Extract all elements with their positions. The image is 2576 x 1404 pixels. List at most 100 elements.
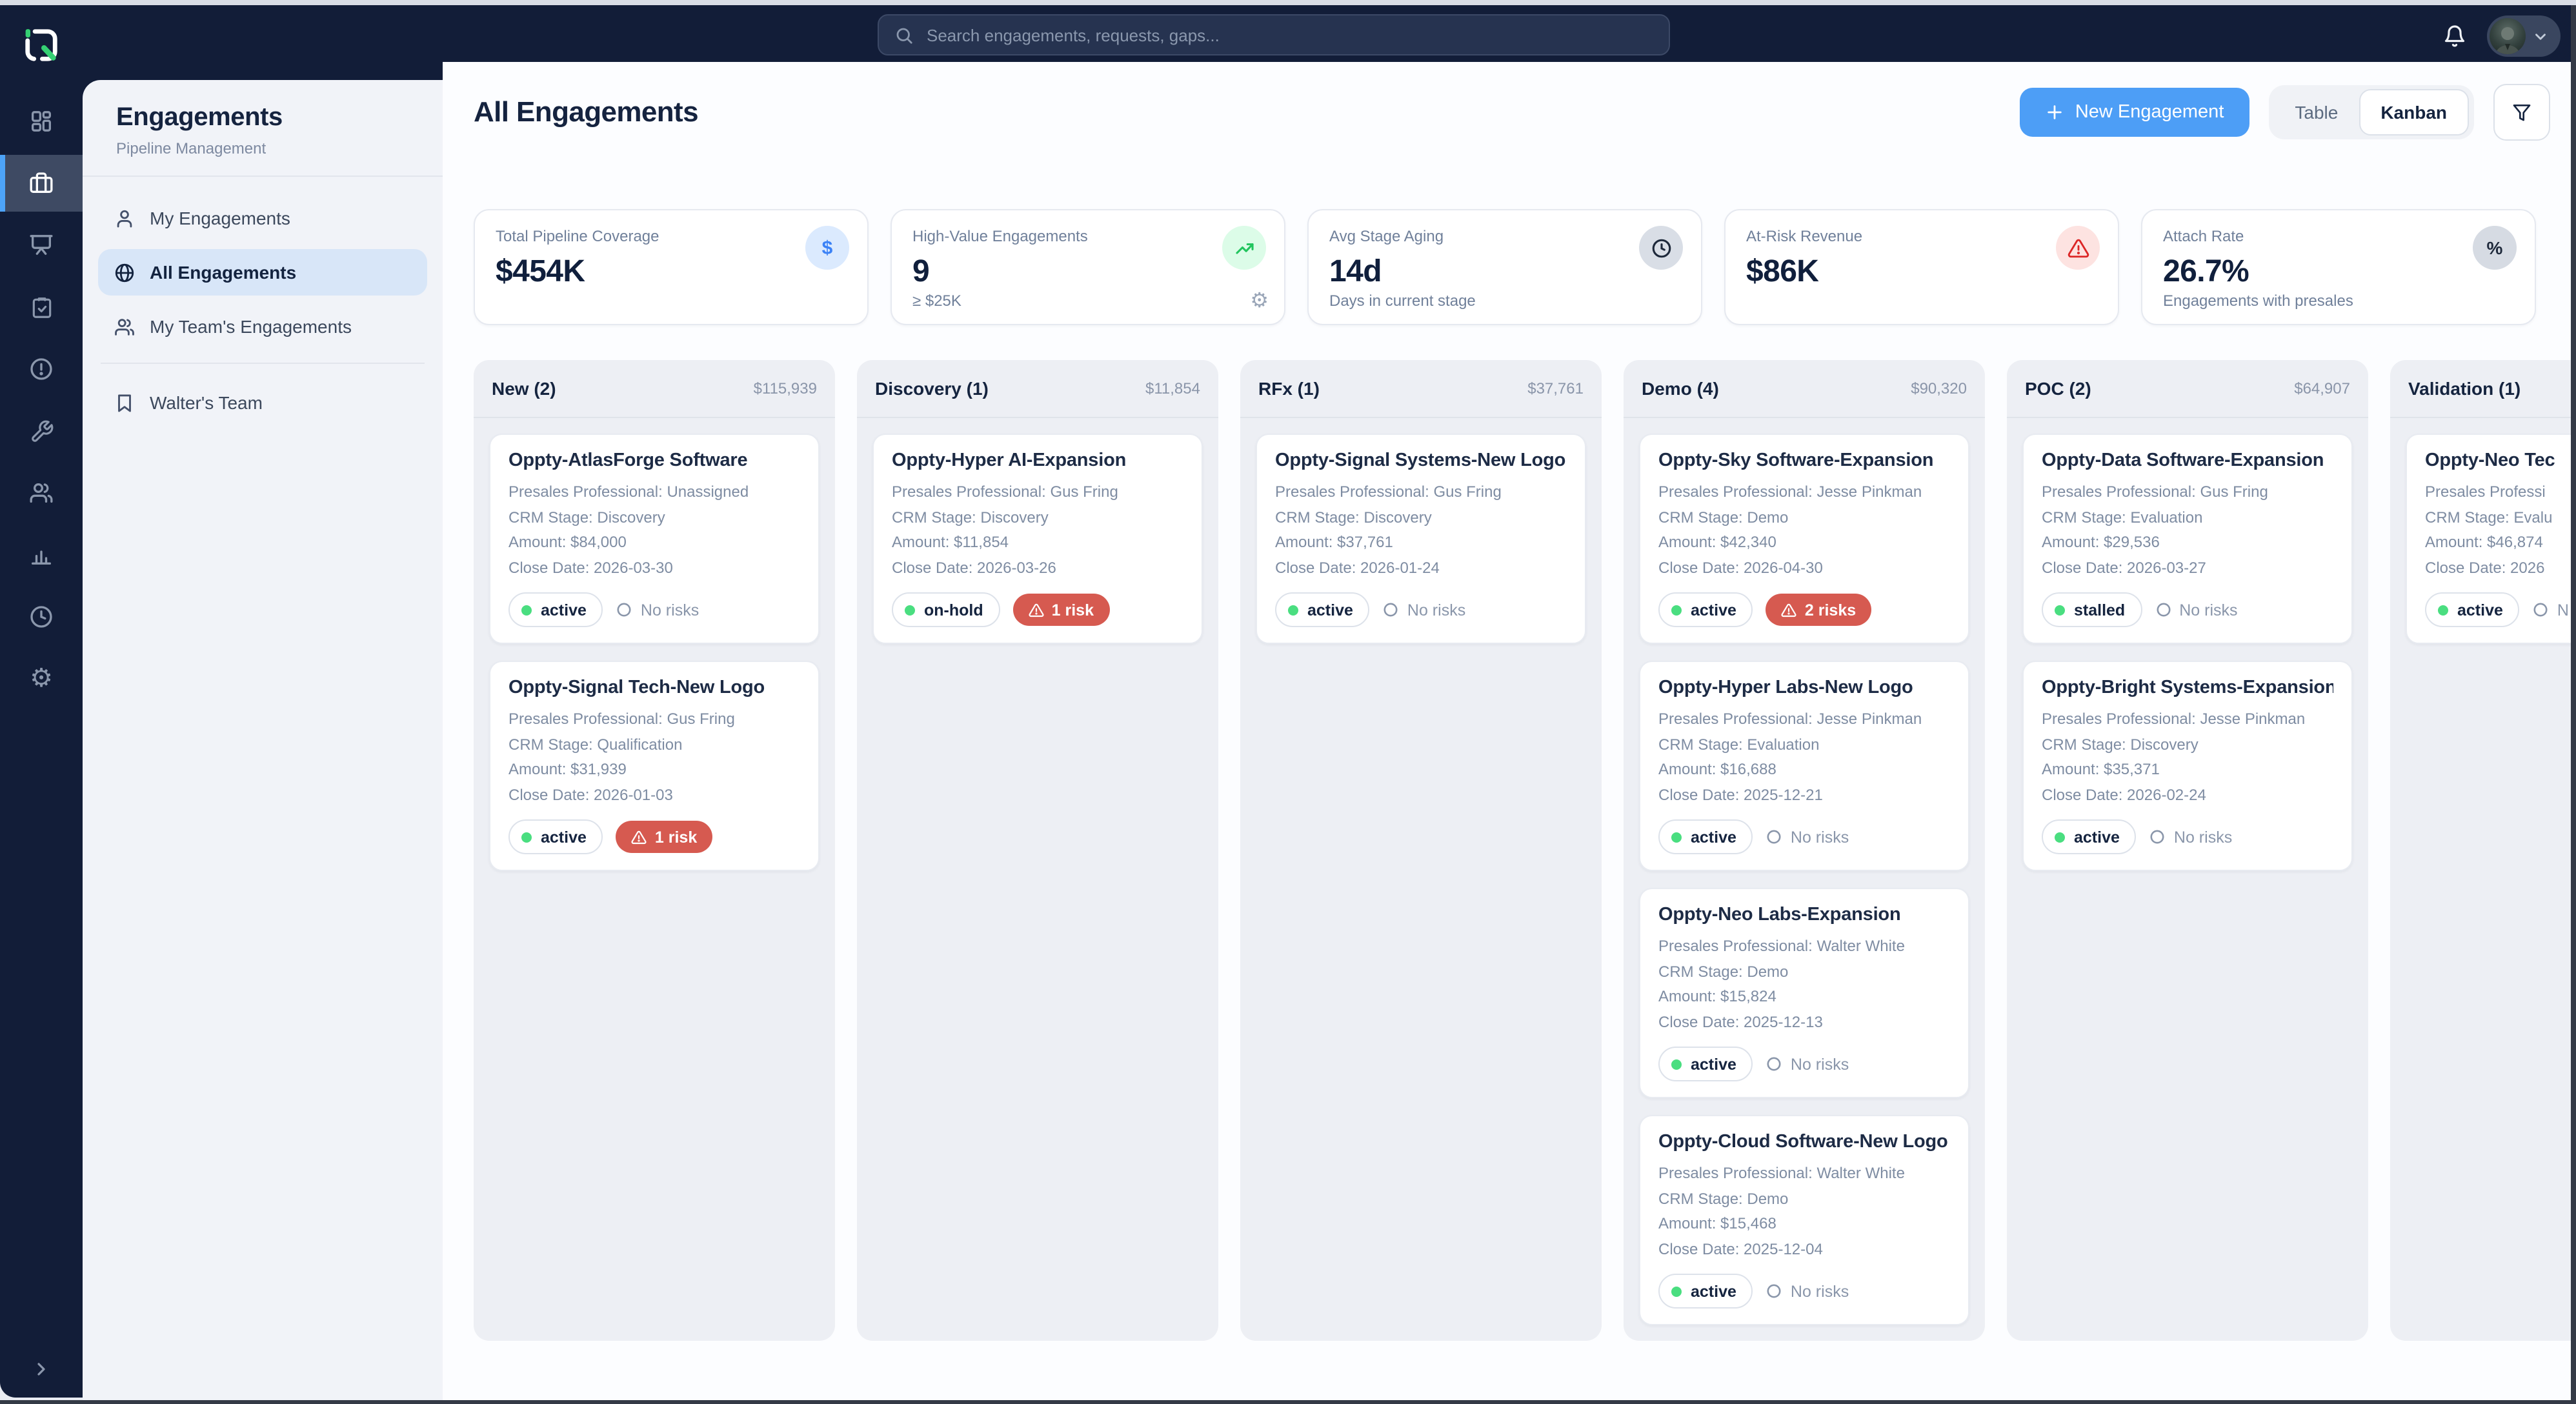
rail-item-settings[interactable]: ⚙ [0,650,83,707]
engagement-card[interactable]: Oppty-Cloud Software-New Logo Presales P… [1639,1115,1969,1325]
stat-sublabel: ≥ $25K [912,292,961,310]
card-amount: Amount: $42,340 [1658,533,1776,551]
engagement-card[interactable]: Oppty-Neo Tec Presales Professi CRM Stag… [2406,434,2576,644]
status-dot-icon [2055,605,2065,615]
card-title: Oppty-Cloud Software-New Logo [1658,1132,1948,1152]
column-title: POC (2) [2025,378,2091,399]
rail-item-team[interactable] [0,465,83,521]
status-badge: active [1658,1274,1753,1309]
view-toggle: Table Kanban [2269,85,2474,139]
column-amount: $64,907 [2294,379,2350,397]
engagement-card[interactable]: Oppty-Signal Tech-New Logo Presales Prof… [489,661,820,871]
rail-item-alerts[interactable] [0,341,83,397]
card-presales: Presales Professional: Gus Fring [1275,483,1502,501]
engagement-card[interactable]: Oppty-Neo Labs-Expansion Presales Profes… [1639,888,1969,1098]
stat-label: Attach Rate [2163,227,2244,245]
engagement-card[interactable]: Oppty-Hyper AI-Expansion Presales Profes… [872,434,1203,644]
card-title: Oppty-Hyper AI-Expansion [892,450,1127,471]
presentation-icon [28,232,54,258]
bell-icon[interactable] [2443,25,2466,48]
sidebar-collapse-button[interactable] [0,1359,83,1379]
column-divider [1624,417,1985,418]
sidebar-item-walters-team[interactable]: Walter's Team [98,379,427,426]
card-amount: Amount: $15,468 [1658,1214,1776,1232]
kanban-column-discovery: Discovery (1) $11,854 Oppty-Hyper AI-Exp… [857,360,1218,1341]
stat-settings-gear-icon[interactable]: ⚙ [1250,290,1269,312]
rail-item-tasks[interactable] [0,279,83,336]
alert-circle-icon [28,356,54,382]
engagement-card[interactable]: Oppty-Hyper Labs-New Logo Presales Profe… [1639,661,1969,871]
top-bar [0,5,2576,62]
risk-indicator: No risks [1383,601,1465,619]
card-close-date: Close Date: 2026-03-26 [892,558,1056,576]
rail-item-analytics[interactable] [0,526,83,583]
status-badge: active [1658,592,1753,627]
sidebar-item-my-teams-engagements[interactable]: My Team's Engagements [98,303,427,350]
new-engagement-button[interactable]: New Engagement [2019,88,2250,137]
user-menu[interactable] [2487,15,2561,57]
rail-item-tools[interactable] [0,403,83,459]
card-presales: Presales Professional: Gus Fring [2042,483,2268,501]
engagement-card[interactable]: Oppty-Data Software-Expansion Presales P… [2022,434,2353,644]
window-right-edge [2571,5,2576,1404]
icon-rail: ⚙ [0,5,83,1398]
sidebar-item-all-engagements[interactable]: All Engagements [98,249,427,296]
engagement-card[interactable]: Oppty-Signal Systems-New Logo Presales P… [1256,434,1586,644]
card-crm-stage: CRM Stage: Discovery [1275,508,1432,526]
kanban-column-validation: Validation (1) Oppty-Neo Tec Presales Pr… [2390,360,2576,1341]
card-title: Oppty-Neo Labs-Expansion [1658,905,1901,925]
card-close-date: Close Date: 2026 [2425,558,2545,576]
users-icon [28,480,54,506]
card-title: Oppty-Sky Software-Expansion [1658,450,1934,471]
card-title: Oppty-Signal Tech-New Logo [508,677,765,698]
column-divider [857,417,1218,418]
view-toggle-table[interactable]: Table [2295,102,2339,123]
page-title: All Engagements [474,95,699,128]
engagement-card[interactable]: Oppty-AtlasForge Software Presales Profe… [489,434,820,644]
column-amount: $37,761 [1527,379,1584,397]
avatar [2490,18,2526,54]
stat-high-value-engagements: High-Value Engagements 9 ≥ $25K ⚙ [891,209,1285,325]
column-amount: $90,320 [1911,379,1967,397]
engagement-card[interactable]: Oppty-Sky Software-Expansion Presales Pr… [1639,434,1969,644]
column-divider [1240,417,1602,418]
trending-up-icon [1222,226,1266,270]
card-presales: Presales Professional: Walter White [1658,1164,1905,1182]
card-amount: Amount: $11,854 [892,533,1009,551]
rail-item-engagements[interactable] [0,155,83,212]
card-close-date: Close Date: 2025-12-21 [1658,785,1823,803]
card-close-date: Close Date: 2026-01-24 [1275,558,1440,576]
status-dot-icon [521,832,532,842]
kanban-column-new: New (2) $115,939 Oppty-AtlasForge Softwa… [474,360,835,1341]
sidebar-title: Engagements [116,103,283,132]
stat-value: $86K [1746,254,1819,289]
rail-item-presentations[interactable] [0,217,83,274]
app-logo [17,21,66,70]
search-input[interactable] [924,24,1653,46]
column-title: Validation (1) [2408,378,2521,399]
status-badge: stalled [2042,592,2142,627]
filter-button[interactable] [2493,84,2550,141]
view-toggle-kanban[interactable]: Kanban [2359,89,2469,135]
engagement-card[interactable]: Oppty-Bright Systems-Expansion Presales … [2022,661,2353,871]
clock-icon [28,604,54,630]
kanban-board: New (2) $115,939 Oppty-AtlasForge Softwa… [474,360,2576,1341]
gear-icon: ⚙ [30,665,53,693]
card-amount: Amount: $46,874 [2425,533,2543,551]
stat-label: Total Pipeline Coverage [496,227,659,245]
stats-row: Total Pipeline Coverage $454K $ High-Val… [474,209,2536,325]
card-crm-stage: CRM Stage: Demo [1658,1189,1789,1207]
rail-item-history[interactable] [0,588,83,645]
status-badge: active [1658,819,1753,854]
global-search[interactable] [878,14,1670,55]
rail-item-dashboard[interactable] [0,93,83,150]
card-title: Oppty-AtlasForge Software [508,450,748,471]
card-crm-stage: CRM Stage: Discovery [892,508,1049,526]
risk-badge: 1 risk [1012,594,1109,626]
card-close-date: Close Date: 2026-04-30 [1658,558,1823,576]
status-dot-icon [521,605,532,615]
card-presales: Presales Professional: Gus Fring [508,710,735,728]
sidebar-item-my-engagements[interactable]: My Engagements [98,195,427,241]
column-divider [2390,417,2576,418]
